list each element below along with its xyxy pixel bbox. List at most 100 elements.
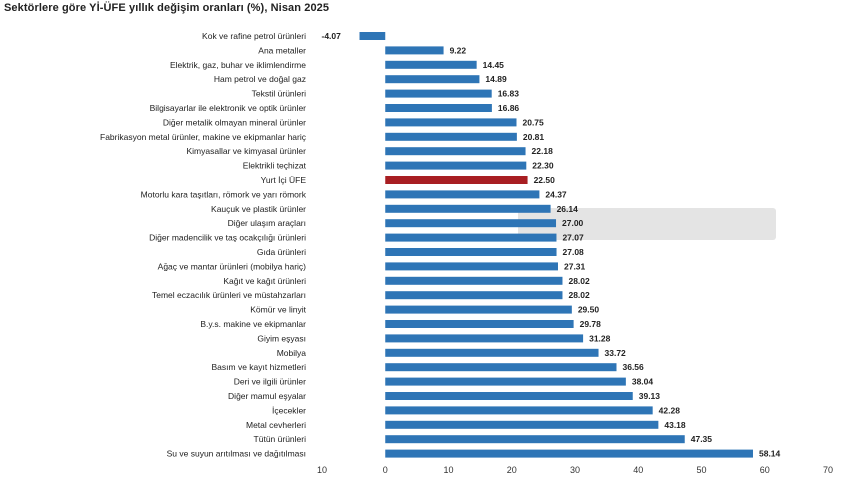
bar <box>385 435 685 444</box>
value-label: 16.86 <box>498 103 520 113</box>
bar <box>385 406 653 415</box>
category-label: Kimyasallar ve kimyasal ürünler <box>186 146 306 156</box>
x-tick-label: 0 <box>383 465 388 475</box>
category-label: Basım ve kayıt hizmetleri <box>212 362 307 372</box>
value-label: 26.14 <box>557 204 579 214</box>
category-label: B.y.s. makine ve ekipmanlar <box>200 319 306 329</box>
value-label: 29.50 <box>578 305 600 315</box>
bar <box>385 262 558 271</box>
category-label: Deri ve ilgili ürünler <box>234 377 306 387</box>
bar <box>385 363 617 372</box>
value-label: 39.13 <box>639 391 661 401</box>
value-label: 33.72 <box>605 348 627 358</box>
value-label: 36.56 <box>622 362 644 372</box>
bar <box>385 305 572 314</box>
x-tick-label: 20 <box>507 465 517 475</box>
value-label: 20.75 <box>522 117 544 127</box>
value-label: 27.08 <box>563 247 585 257</box>
bar <box>359 32 386 40</box>
value-label: 20.81 <box>523 132 545 142</box>
value-label: 9.22 <box>450 45 467 55</box>
value-label: 31.28 <box>589 333 611 343</box>
category-label: Ham petrol ve doğal gaz <box>214 74 306 84</box>
bar <box>385 449 753 458</box>
category-label: Giyim eşyası <box>257 333 306 343</box>
category-label: Temel eczacılık ürünleri ve müstahzarlar… <box>152 290 306 300</box>
category-label: Ana metaller <box>258 45 306 55</box>
bar <box>385 276 563 285</box>
category-label: Mobilya <box>277 348 307 358</box>
category-label: Gıda ürünleri <box>257 247 306 257</box>
category-label: Metal cevherleri <box>246 420 306 430</box>
bar <box>385 334 584 343</box>
bar <box>385 75 480 84</box>
x-tick-label: 70 <box>823 465 833 475</box>
bar <box>385 60 477 69</box>
category-label: Yurt İçi ÜFE <box>261 175 307 185</box>
bar <box>385 132 517 141</box>
bar <box>385 348 599 357</box>
value-label: -4.07 <box>322 31 342 41</box>
bar <box>385 420 659 429</box>
category-label: Tütün ürünleri <box>254 434 307 444</box>
bar <box>385 392 633 400</box>
bar <box>385 147 526 156</box>
category-label: Diğer metalik olmayan mineral ürünler <box>163 117 306 127</box>
bar <box>385 219 557 228</box>
x-tick-label: 10 <box>443 465 453 475</box>
category-label: Bilgisayarlar ile elektronik ve optik ür… <box>150 103 307 113</box>
value-label: 27.00 <box>562 218 584 228</box>
category-label: Diğer ulaşım araçları <box>228 218 306 228</box>
category-label: Kok ve rafine petrol ürünleri <box>202 31 306 41</box>
x-tick-label: 10 <box>317 465 327 475</box>
value-label: 22.50 <box>534 175 556 185</box>
category-label: İçecekler <box>272 405 306 415</box>
bar <box>385 190 540 199</box>
x-tick-label: 40 <box>633 465 643 475</box>
hover-overlay <box>518 208 776 240</box>
category-label: Diğer madencilik ve taş ocakçılığı ürünl… <box>149 233 306 243</box>
category-label: Diğer mamul eşyalar <box>228 391 306 401</box>
bar <box>385 233 557 242</box>
value-label: 42.28 <box>659 405 681 415</box>
value-label: 24.37 <box>545 189 567 199</box>
bar <box>385 320 574 328</box>
value-label: 16.83 <box>498 89 520 99</box>
x-tick-label: 50 <box>696 465 706 475</box>
bar <box>385 204 551 213</box>
value-label: 29.78 <box>580 319 602 329</box>
category-label: Elektrikli teçhizat <box>243 161 307 171</box>
category-label: Kömür ve linyit <box>250 305 306 315</box>
x-tick-label: 60 <box>760 465 770 475</box>
bar <box>385 377 626 386</box>
value-label: 27.31 <box>564 261 586 271</box>
value-label: 43.18 <box>664 420 686 430</box>
x-tick-label: 30 <box>570 465 580 475</box>
value-label: 14.45 <box>483 60 505 70</box>
value-label: 28.02 <box>568 290 590 300</box>
value-label: 27.07 <box>562 233 584 243</box>
category-label: Motorlu kara taşıtları, römork ve yarı r… <box>141 189 307 199</box>
bar <box>385 118 517 127</box>
chart-title: Sektörlere göre Yİ-ÜFE yıllık değişim or… <box>4 2 330 14</box>
category-label: Kağıt ve kağıt ürünleri <box>223 276 306 286</box>
value-label: 22.18 <box>532 146 554 156</box>
category-label: Kauçuk ve plastik ürünler <box>211 204 306 214</box>
value-label: 14.89 <box>485 74 507 84</box>
bar <box>385 104 492 112</box>
category-label: Su ve suyun arıtılması ve dağıtılması <box>167 449 306 459</box>
value-label: 22.30 <box>532 161 554 171</box>
bar <box>385 248 557 256</box>
bar <box>385 291 563 300</box>
bar <box>385 46 444 55</box>
value-label: 58.14 <box>759 449 781 459</box>
bar <box>385 89 492 98</box>
bar <box>385 161 527 170</box>
value-label: 38.04 <box>632 377 654 387</box>
category-label: Tekstil ürünleri <box>252 89 306 99</box>
category-label: Fabrikasyon metal ürünler, makine ve eki… <box>100 132 307 142</box>
value-label: 28.02 <box>568 276 590 286</box>
category-label: Ağaç ve mantar ürünleri (mobilya hariç) <box>158 261 307 271</box>
category-label: Elektrik, gaz, buhar ve iklimlendirme <box>170 60 306 70</box>
